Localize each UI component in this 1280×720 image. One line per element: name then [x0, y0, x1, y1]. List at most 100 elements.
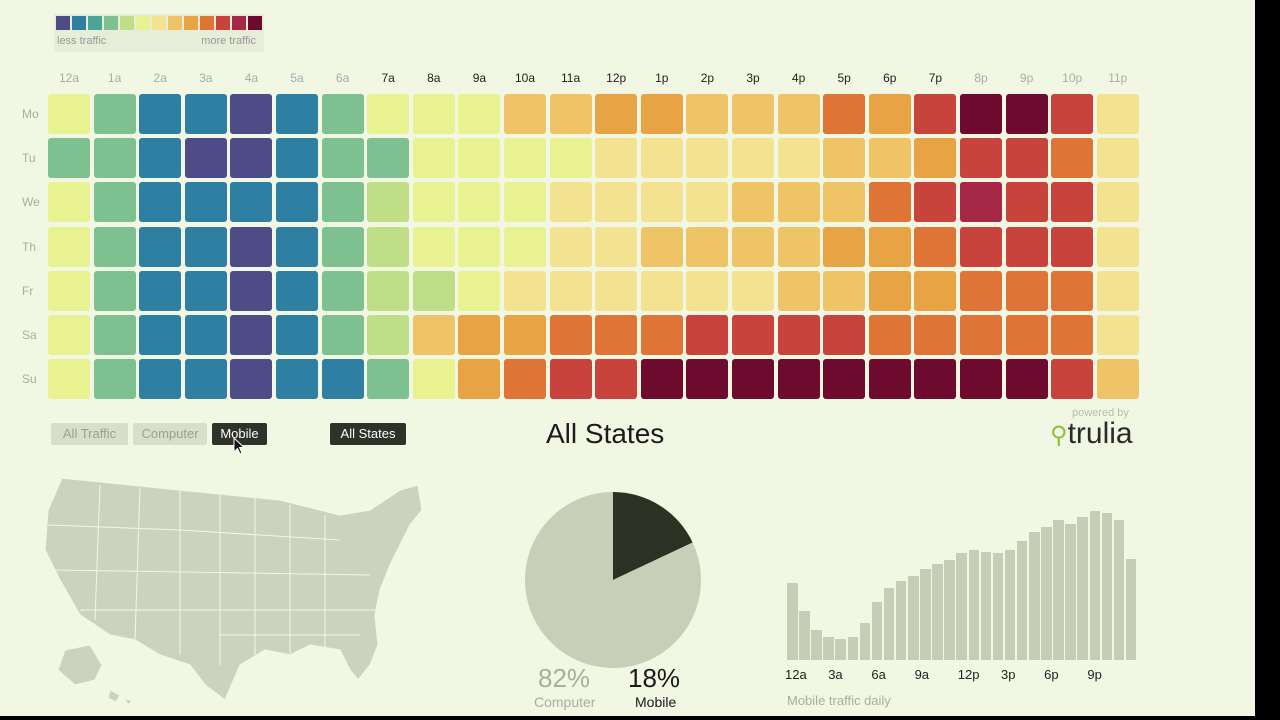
heatmap-cell[interactable] [139, 315, 182, 355]
heatmap-cell[interactable] [139, 94, 182, 134]
heatmap-cell[interactable] [732, 359, 774, 400]
heatmap-cell[interactable] [1005, 182, 1048, 223]
heatmap-cell[interactable] [184, 182, 227, 223]
heatmap-cell[interactable] [777, 359, 820, 400]
us-states-map[interactable] [40, 470, 430, 705]
heatmap-cell[interactable] [230, 270, 273, 311]
heatmap-cell[interactable] [686, 226, 729, 267]
heatmap-cell[interactable] [686, 315, 729, 355]
heatmap-cell[interactable] [1005, 226, 1048, 267]
heatmap-cell[interactable] [230, 315, 273, 355]
heatmap-cell[interactable] [960, 182, 1002, 223]
heatmap-cell[interactable] [230, 226, 273, 267]
heatmap-cell[interactable] [184, 94, 227, 134]
heatmap-cell[interactable] [1005, 138, 1048, 179]
heatmap-cell[interactable] [458, 226, 501, 267]
heatmap-cell[interactable] [367, 270, 410, 311]
heatmap-cell[interactable] [276, 359, 318, 400]
heatmap-cell[interactable] [230, 94, 273, 134]
heatmap-cell[interactable] [139, 270, 182, 311]
heatmap-cell[interactable] [549, 359, 592, 400]
daily-bar[interactable] [980, 551, 992, 660]
heatmap-cell[interactable] [823, 359, 866, 400]
daily-bar[interactable] [1077, 516, 1088, 660]
heatmap-cell[interactable] [93, 182, 136, 223]
heatmap-cell[interactable] [686, 94, 729, 134]
heatmap-cell[interactable] [276, 94, 318, 134]
daily-bar[interactable] [835, 639, 846, 660]
heatmap-cell[interactable] [777, 315, 820, 355]
heatmap-cell[interactable] [184, 315, 227, 355]
daily-bar[interactable] [847, 637, 859, 660]
heatmap-cell[interactable] [595, 226, 638, 267]
heatmap-cell[interactable] [732, 138, 774, 179]
heatmap-cell[interactable] [1096, 138, 1139, 179]
heatmap-cell[interactable] [367, 315, 410, 355]
heatmap-cell[interactable] [184, 226, 227, 267]
heatmap-cell[interactable] [595, 138, 638, 179]
heatmap-cell[interactable] [412, 359, 455, 400]
heatmap-cell[interactable] [914, 138, 957, 179]
heatmap-cell[interactable] [321, 359, 364, 400]
heatmap-cell[interactable] [732, 94, 774, 134]
heatmap-cell[interactable] [321, 226, 364, 267]
heatmap-cell[interactable] [93, 226, 136, 267]
heatmap-cell[interactable] [868, 138, 911, 179]
heatmap-cell[interactable] [640, 270, 683, 311]
heatmap-cell[interactable] [777, 226, 820, 267]
heatmap-cell[interactable] [184, 270, 227, 311]
heatmap-cell[interactable] [1096, 226, 1139, 267]
heatmap-cell[interactable] [139, 182, 182, 223]
heatmap-cell[interactable] [960, 315, 1002, 355]
heatmap-cell[interactable] [412, 138, 455, 179]
daily-bar[interactable] [823, 637, 834, 660]
heatmap-cell[interactable] [640, 94, 683, 134]
heatmap-cell[interactable] [914, 315, 957, 355]
heatmap-cell[interactable] [367, 226, 410, 267]
heatmap-cell[interactable] [367, 359, 410, 400]
daily-bar[interactable] [1125, 558, 1137, 660]
daily-bar[interactable] [1004, 549, 1016, 660]
heatmap-cell[interactable] [458, 182, 501, 223]
daily-bar[interactable] [1041, 527, 1052, 660]
heatmap-cell[interactable] [458, 359, 501, 400]
heatmap-cell[interactable] [139, 359, 182, 400]
heatmap-cell[interactable] [823, 270, 866, 311]
heatmap-cell[interactable] [276, 315, 318, 355]
heatmap-cell[interactable] [960, 270, 1002, 311]
heatmap-cell[interactable] [640, 315, 683, 355]
heatmap-cell[interactable] [321, 138, 364, 179]
heatmap-cell[interactable] [595, 94, 638, 134]
heatmap-cell[interactable] [458, 270, 501, 311]
daily-bar[interactable] [871, 602, 883, 660]
heatmap-cell[interactable] [914, 94, 957, 134]
heatmap-cell[interactable] [412, 226, 455, 267]
daily-bar[interactable] [811, 630, 822, 660]
heatmap-cell[interactable] [823, 94, 866, 134]
computer-button[interactable]: Computer [133, 423, 207, 445]
heatmap-cell[interactable] [367, 138, 410, 179]
heatmap-cell[interactable] [184, 138, 227, 179]
heatmap-cell[interactable] [595, 315, 638, 355]
daily-bar[interactable] [1016, 541, 1028, 660]
daily-bar[interactable] [932, 563, 943, 660]
heatmap-cell[interactable] [321, 182, 364, 223]
heatmap-cell[interactable] [93, 270, 136, 311]
heatmap-cell[interactable] [1096, 94, 1139, 134]
heatmap-cell[interactable] [48, 182, 90, 223]
heatmap-cell[interactable] [504, 94, 546, 134]
heatmap-cell[interactable] [412, 182, 455, 223]
heatmap-cell[interactable] [549, 226, 592, 267]
heatmap-cell[interactable] [1051, 182, 1094, 223]
heatmap-cell[interactable] [93, 359, 136, 400]
heatmap-cell[interactable] [549, 94, 592, 134]
daily-bar[interactable] [787, 583, 798, 660]
daily-bar[interactable] [944, 560, 955, 660]
heatmap-cell[interactable] [732, 182, 774, 223]
heatmap-cell[interactable] [276, 270, 318, 311]
heatmap-cell[interactable] [458, 315, 501, 355]
daily-bar[interactable] [799, 611, 810, 660]
heatmap-cell[interactable] [48, 315, 90, 355]
heatmap-cell[interactable] [1005, 359, 1048, 400]
daily-bar[interactable] [920, 569, 931, 660]
